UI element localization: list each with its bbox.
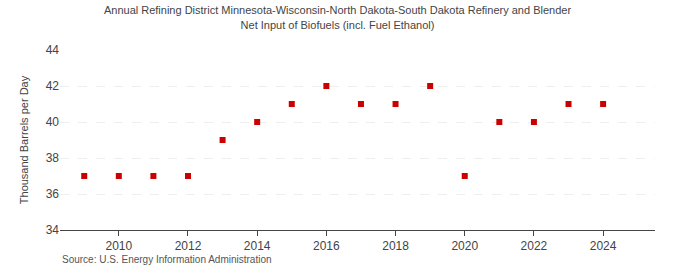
svg-text:42: 42 [46, 79, 60, 93]
svg-text:2016: 2016 [313, 239, 340, 253]
svg-text:Source: U.S. Energy Informatio: Source: U.S. Energy Information Administ… [62, 254, 272, 265]
svg-text:34: 34 [46, 223, 60, 237]
svg-text:2024: 2024 [590, 239, 617, 253]
svg-text:2022: 2022 [521, 239, 548, 253]
svg-text:38: 38 [46, 151, 60, 165]
svg-text:2018: 2018 [382, 239, 409, 253]
svg-text:Thousand Barrels per Day: Thousand Barrels per Day [18, 75, 30, 204]
svg-text:2020: 2020 [451, 239, 478, 253]
svg-text:40: 40 [46, 115, 60, 129]
svg-text:2014: 2014 [244, 239, 271, 253]
svg-text:2010: 2010 [105, 239, 132, 253]
svg-text:36: 36 [46, 187, 60, 201]
svg-text:Annual Refining District Minne: Annual Refining District Minnesota-Wisco… [104, 4, 571, 30]
svg-text:44: 44 [46, 43, 60, 57]
svg-text:2012: 2012 [175, 239, 202, 253]
